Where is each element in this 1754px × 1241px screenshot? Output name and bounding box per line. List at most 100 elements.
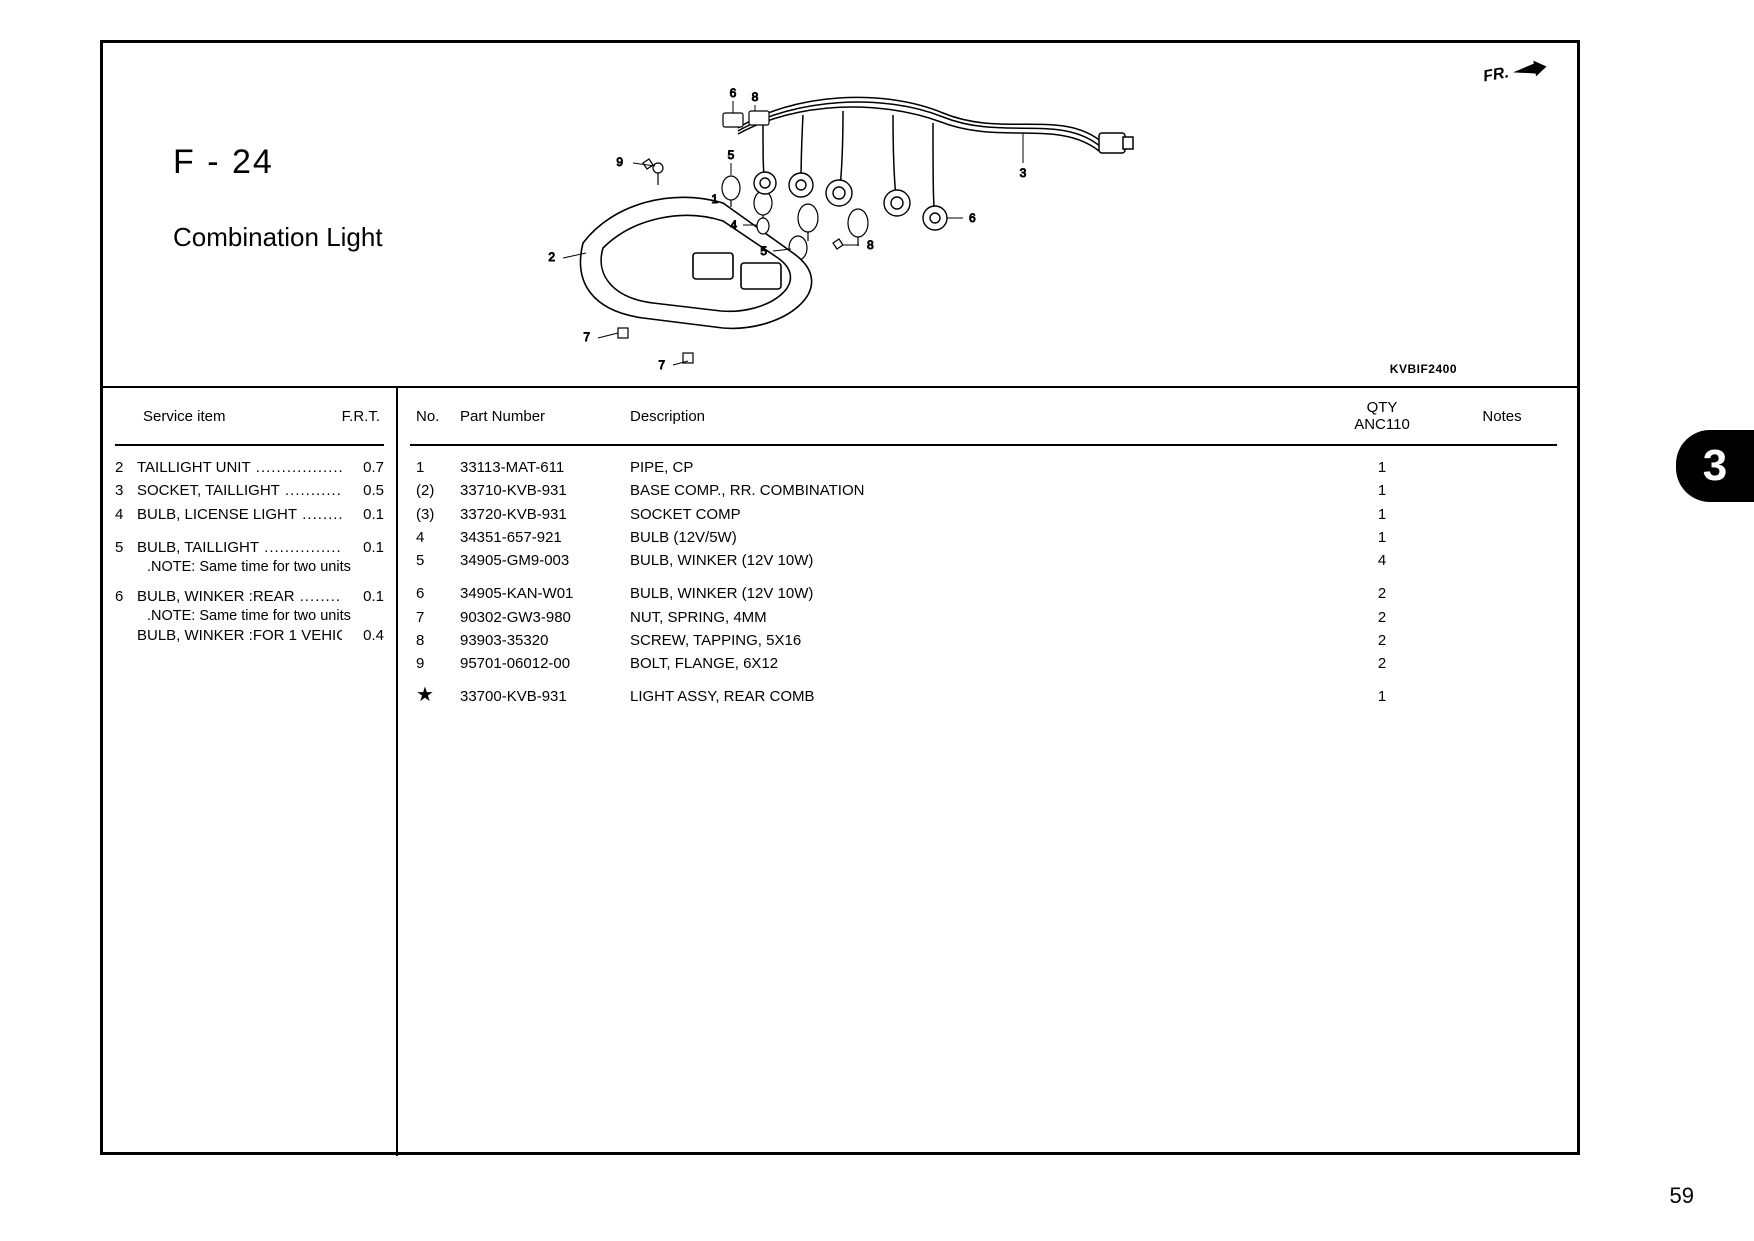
part-qty: 2 — [1317, 582, 1447, 605]
callout-4: 4 — [730, 218, 737, 232]
part-row: 7 90302-GW3-980 NUT, SPRING, 4MM 2 — [410, 606, 1557, 629]
part-number: 33710-KVB-931 — [460, 479, 630, 502]
header-part-number: Part Number — [460, 408, 630, 425]
part-description: BOLT, FLANGE, 6X12 — [630, 652, 1317, 675]
arrow-icon — [1512, 58, 1548, 80]
service-item-row: 3 SOCKET, TAILLIGHT 0.5 — [115, 479, 384, 502]
part-number: 95701-06012-00 — [460, 652, 630, 675]
service-item-index: 4 — [115, 503, 137, 526]
part-row: 9 95701-06012-00 BOLT, FLANGE, 6X12 2 — [410, 652, 1557, 675]
service-item-index: 5 — [115, 536, 137, 559]
part-number: 33700-KVB-931 — [460, 685, 630, 708]
part-qty: 1 — [1317, 456, 1447, 479]
part-description: SCREW, TAPPING, 5X16 — [630, 629, 1317, 652]
part-row: 5 34905-GM9-003 BULB, WINKER (12V 10W) 4 — [410, 549, 1557, 572]
callout-8a: 8 — [752, 90, 759, 104]
part-notes — [1447, 479, 1557, 502]
part-row: 8 93903-35320 SCREW, TAPPING, 5X16 2 — [410, 629, 1557, 652]
part-no: 1 — [410, 456, 460, 479]
callout-6a: 6 — [730, 86, 737, 100]
part-qty: 4 — [1317, 549, 1447, 572]
callout-7b: 7 — [658, 358, 665, 372]
part-notes — [1447, 685, 1557, 708]
service-item-frt: 0.7 — [342, 456, 384, 479]
header-qty: QTYANC110 — [1317, 399, 1447, 434]
part-qty: 1 — [1317, 685, 1447, 708]
part-description: BULB (12V/5W) — [630, 526, 1317, 549]
part-no: 6 — [410, 582, 460, 605]
fr-label: FR. — [1482, 64, 1510, 85]
service-item-note: .NOTE: Same time for two units — [115, 559, 384, 575]
exploded-diagram: 9 2 7 7 6 8 — [463, 53, 1173, 383]
part-qty: 2 — [1317, 652, 1447, 675]
service-items-body: 2 TAILLIGHT UNIT 0.7 3 SOCKET, TAILLIGHT… — [115, 446, 384, 648]
part-description: SOCKET COMP — [630, 503, 1317, 526]
service-item-frt: 0.1 — [342, 536, 384, 559]
part-description: BULB, WINKER (12V 10W) — [630, 549, 1317, 572]
part-description: LIGHT ASSY, REAR COMB — [630, 685, 1317, 708]
callout-6b: 6 — [969, 211, 976, 225]
parts-panel: Service item F.R.T. 2 TAILLIGHT UNIT 0.7… — [103, 388, 1577, 1156]
front-direction-indicator: FR. — [1482, 58, 1548, 87]
part-qty: 2 — [1317, 629, 1447, 652]
section-title: Combination Light — [173, 222, 383, 253]
callout-8b: 8 — [867, 238, 874, 252]
service-item-row: 6 BULB, WINKER :REAR 0.1 — [115, 585, 384, 608]
part-no: 9 — [410, 652, 460, 675]
part-no: 5 — [410, 549, 460, 572]
callout-5b: 5 — [760, 244, 767, 258]
part-qty: 1 — [1317, 479, 1447, 502]
part-notes — [1447, 503, 1557, 526]
part-notes — [1447, 629, 1557, 652]
part-number: 34905-GM9-003 — [460, 549, 630, 572]
part-notes — [1447, 456, 1557, 479]
part-no: (3) — [410, 503, 460, 526]
service-items-column: Service item F.R.T. 2 TAILLIGHT UNIT 0.7… — [103, 388, 398, 1156]
header-notes: Notes — [1447, 408, 1557, 425]
section-code: F - 24 — [173, 143, 383, 182]
service-item-frt: 0.1 — [342, 585, 384, 608]
part-notes — [1447, 526, 1557, 549]
part-notes — [1447, 606, 1557, 629]
diagram-panel: F - 24 Combination Light FR. — [103, 43, 1577, 388]
part-number: 33113-MAT-611 — [460, 456, 630, 479]
service-item-name: BULB, LICENSE LIGHT — [137, 503, 342, 526]
part-qty: 1 — [1317, 526, 1447, 549]
part-no: 4 — [410, 526, 460, 549]
service-item-frt: 0.5 — [342, 479, 384, 502]
part-description: BASE COMP., RR. COMBINATION — [630, 479, 1317, 502]
parts-list-column: No. Part Number Description QTYANC110 No… — [398, 388, 1577, 1156]
service-item-index: 2 — [115, 456, 137, 479]
part-row: ★ 33700-KVB-931 LIGHT ASSY, REAR COMB 1 — [410, 685, 1557, 708]
part-number: 34351-657-921 — [460, 526, 630, 549]
page-number: 59 — [1670, 1183, 1694, 1209]
header-no: No. — [410, 408, 460, 425]
part-row: 4 34351-657-921 BULB (12V/5W) 1 — [410, 526, 1557, 549]
part-number: 93903-35320 — [460, 629, 630, 652]
part-qty: 1 — [1317, 503, 1447, 526]
callout-1: 1 — [711, 192, 718, 206]
part-no: 8 — [410, 629, 460, 652]
parts-list-body: 1 33113-MAT-611 PIPE, CP 1 (2) 33710-KVB… — [410, 446, 1557, 709]
callout-3: 3 — [1020, 166, 1027, 180]
service-header-row: Service item F.R.T. — [115, 388, 384, 446]
service-item-row: BULB, WINKER :FOR 1 VEHICLE 0.4 — [115, 624, 384, 647]
part-number: 90302-GW3-980 — [460, 606, 630, 629]
service-item-name: TAILLIGHT UNIT — [137, 456, 342, 479]
service-item-name: BULB, WINKER :REAR — [137, 585, 342, 608]
part-no: 7 — [410, 606, 460, 629]
part-description: PIPE, CP — [630, 456, 1317, 479]
service-item-frt: 0.4 — [342, 624, 384, 647]
callout-9: 9 — [616, 155, 623, 169]
callout-5a: 5 — [728, 148, 735, 162]
service-item-row: 2 TAILLIGHT UNIT 0.7 — [115, 456, 384, 479]
service-item-name: BULB, TAILLIGHT — [137, 536, 342, 559]
service-item-row: 5 BULB, TAILLIGHT 0.1 — [115, 536, 384, 559]
service-item-note: .NOTE: Same time for two units — [115, 608, 384, 624]
header-frt: F.R.T. — [305, 408, 384, 425]
diagram-code: KVBIF2400 — [1390, 362, 1457, 376]
service-item-frt: 0.1 — [342, 503, 384, 526]
title-block: F - 24 Combination Light — [173, 143, 383, 253]
part-row: 1 33113-MAT-611 PIPE, CP 1 — [410, 456, 1557, 479]
part-row: 6 34905-KAN-W01 BULB, WINKER (12V 10W) 2 — [410, 582, 1557, 605]
